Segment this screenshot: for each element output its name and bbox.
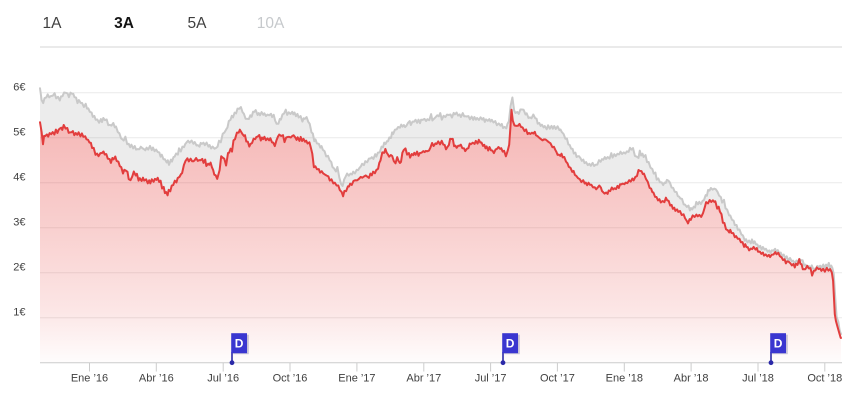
svg-text:Oct ’17: Oct ’17 xyxy=(540,373,575,385)
svg-text:3A: 3A xyxy=(114,15,134,32)
svg-text:D: D xyxy=(506,337,515,351)
svg-text:6€: 6€ xyxy=(13,81,25,93)
svg-text:2€: 2€ xyxy=(13,261,25,273)
svg-text:Jul ’17: Jul ’17 xyxy=(475,373,507,385)
svg-text:1€: 1€ xyxy=(13,306,25,318)
svg-text:Ene ’17: Ene ’17 xyxy=(338,373,375,385)
svg-text:Oct ’16: Oct ’16 xyxy=(273,373,308,385)
svg-text:Ene ’18: Ene ’18 xyxy=(606,373,643,385)
svg-text:5A: 5A xyxy=(188,15,208,32)
svg-text:Oct ’18: Oct ’18 xyxy=(807,373,842,385)
svg-text:Abr ’17: Abr ’17 xyxy=(406,373,441,385)
svg-text:D: D xyxy=(235,337,244,351)
svg-text:4€: 4€ xyxy=(13,171,25,183)
svg-text:10A: 10A xyxy=(257,15,285,32)
svg-text:Ene ’16: Ene ’16 xyxy=(71,373,108,385)
svg-text:Abr ’18: Abr ’18 xyxy=(674,373,709,385)
svg-text:D: D xyxy=(774,337,783,351)
svg-text:Jul ’18: Jul ’18 xyxy=(742,373,774,385)
svg-text:1A: 1A xyxy=(43,15,63,32)
svg-text:3€: 3€ xyxy=(13,216,25,228)
svg-text:Abr ’16: Abr ’16 xyxy=(139,373,174,385)
svg-text:5€: 5€ xyxy=(13,126,25,138)
svg-text:Jul ’16: Jul ’16 xyxy=(207,373,239,385)
